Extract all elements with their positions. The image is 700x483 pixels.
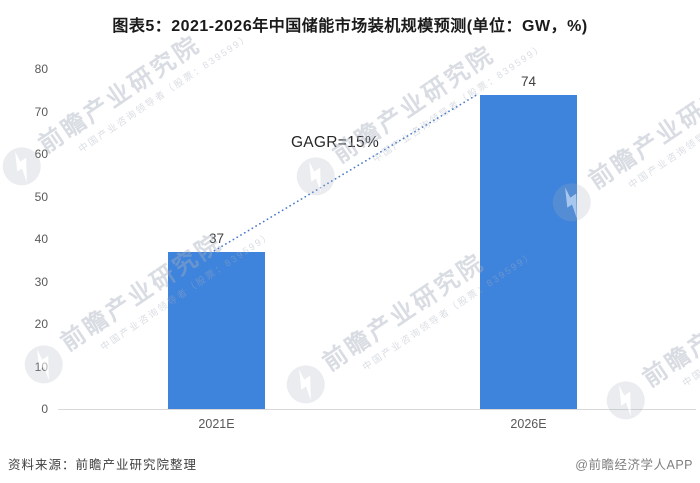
bar-2021E <box>168 251 265 409</box>
cagr-annotation: GAGR=15% <box>290 134 380 151</box>
footer-source-text: 资料来源：前瞻产业研究院整理 <box>8 458 198 472</box>
bar-value-label: 74 <box>520 73 537 89</box>
y-axis-tick-label: 30 <box>34 274 48 289</box>
y-axis-tick-label: 20 <box>34 317 48 331</box>
x-axis-category-label: 2021E <box>198 417 235 431</box>
y-axis-tick-label: 70 <box>34 104 48 119</box>
y-axis-tick-label: 60 <box>34 147 48 161</box>
y-axis-tick-label: 40 <box>34 232 48 246</box>
bar-value-label: 37 <box>208 230 225 246</box>
y-axis-tick-label: 80 <box>34 62 48 76</box>
footer-brand-text: @前瞻经济学人APP <box>575 458 693 472</box>
y-axis-tick-label: 10 <box>34 359 48 374</box>
x-axis-line <box>58 409 696 410</box>
chart-title: 图表5：2021-2026年中国储能市场装机规模预测(单位：GW，%) <box>112 18 588 35</box>
y-axis-tick-label: 50 <box>34 189 48 204</box>
bar-2026E <box>480 94 577 409</box>
y-axis-tick-label: 0 <box>41 402 48 416</box>
x-axis-category-label: 2026E <box>510 417 547 431</box>
